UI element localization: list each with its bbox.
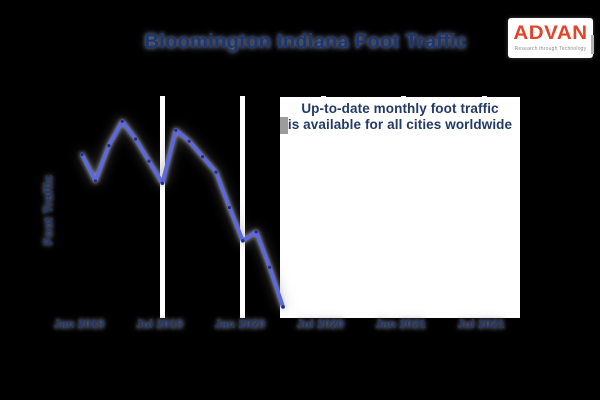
annotation-line-2: is available for all cities worldwide: [287, 116, 513, 132]
data-point-marker: [268, 265, 272, 269]
chart-title: Bloomington Indiana Foot Traffic: [144, 31, 468, 53]
data-point-marker: [214, 170, 218, 174]
data-point-marker: [281, 305, 285, 309]
data-point-marker: [134, 137, 138, 141]
data-point-marker: [107, 144, 111, 148]
annotation-box: Up-to-date monthly foot traffic is avail…: [280, 97, 520, 318]
data-point-marker: [80, 152, 84, 157]
advan-logo: ADVAN Research through Technology: [508, 18, 593, 58]
data-point-marker: [160, 181, 164, 185]
x-tick-label: Jul 2021: [457, 317, 505, 331]
gray-artifact: [280, 117, 288, 134]
data-point-marker: [174, 128, 178, 132]
x-tick-label: Jul 2019: [135, 317, 184, 331]
foot-traffic-line: [80, 119, 285, 309]
data-point-marker: [241, 239, 245, 243]
gridline: [159, 96, 165, 318]
data-point-marker: [254, 230, 258, 234]
x-tick-label: Jul 2020: [296, 317, 344, 331]
y-axis-label: Foot Traffic: [40, 174, 56, 246]
x-tick-label: Jan 2020: [214, 317, 266, 331]
data-point-marker: [147, 159, 151, 163]
advan-logo-wordmark: ADVAN: [513, 23, 588, 44]
data-point-marker: [93, 179, 97, 183]
gridline: [240, 96, 246, 318]
data-point-marker: [120, 119, 124, 123]
annotation-line-1: Up-to-date monthly foot traffic: [301, 101, 499, 116]
data-point-marker: [201, 155, 205, 159]
data-point-marker: [227, 205, 231, 210]
data-point-marker: [187, 139, 191, 143]
x-tick-label: Jan 2019: [53, 317, 105, 331]
annotation-text: Up-to-date monthly foot traffic is avail…: [280, 101, 520, 132]
advan-logo-tagline: Research through Technology: [514, 46, 587, 52]
x-tick-label: Jan 2021: [375, 317, 426, 331]
logo-edge-mark: [591, 35, 594, 54]
